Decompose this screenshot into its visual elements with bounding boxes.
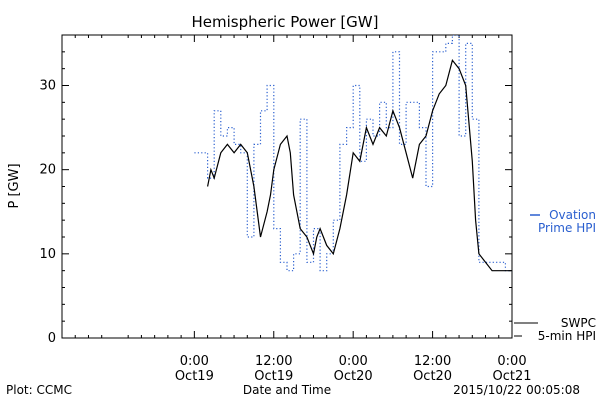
plot-timestamp: 2015/10/22 00:05:08 [453, 383, 580, 397]
x-tick-label-date-3: Oct20 [413, 369, 452, 384]
series-ovation-prime-line [194, 35, 512, 272]
x-tick-label-time-4: 0:00 [497, 354, 526, 369]
legend-ovation: Ovation Prime HPI [530, 208, 596, 235]
x-tick-label-date-2: Oct20 [334, 369, 373, 384]
plot-credit: Plot: CCMC [6, 383, 72, 397]
legend-swpc-line1: SWPC [561, 316, 596, 330]
x-tick-label-date-1: Oct19 [254, 369, 293, 384]
legend-swpc-line2: 5-min HPI [538, 329, 596, 343]
y-axis-label: P [GW] [7, 163, 22, 208]
x-tick-label-time-0: 0:00 [180, 354, 209, 369]
x-tick-label-date-4: Oct21 [492, 369, 531, 384]
y-tick-label-0: 0 [48, 331, 56, 346]
legend-swpc: SWPC 5-min HPI [514, 316, 596, 343]
y-axis: 0 10 20 30 [39, 51, 512, 346]
y-tick-label-30: 30 [39, 79, 56, 94]
y-tick-label-20: 20 [39, 163, 56, 178]
legend-ovation-line1: Ovation [549, 208, 596, 222]
series-layer [194, 35, 512, 272]
legend-ovation-line2: Prime HPI [538, 221, 596, 235]
x-axis-label: Date and Time [243, 383, 331, 397]
x-axis: 0:00Oct1912:00Oct190:00Oct2012:00Oct200:… [61, 35, 532, 384]
x-tick-label-time-1: 12:00 [255, 354, 292, 369]
x-tick-label-time-2: 0:00 [339, 354, 368, 369]
x-tick-label-date-0: Oct19 [175, 369, 214, 384]
y-tick-label-10: 10 [39, 247, 56, 262]
x-tick-label-time-3: 12:00 [414, 354, 451, 369]
chart-title: Hemispheric Power [GW] [192, 13, 379, 31]
series-swpc-line [207, 58, 512, 272]
plot-frame [61, 34, 513, 339]
